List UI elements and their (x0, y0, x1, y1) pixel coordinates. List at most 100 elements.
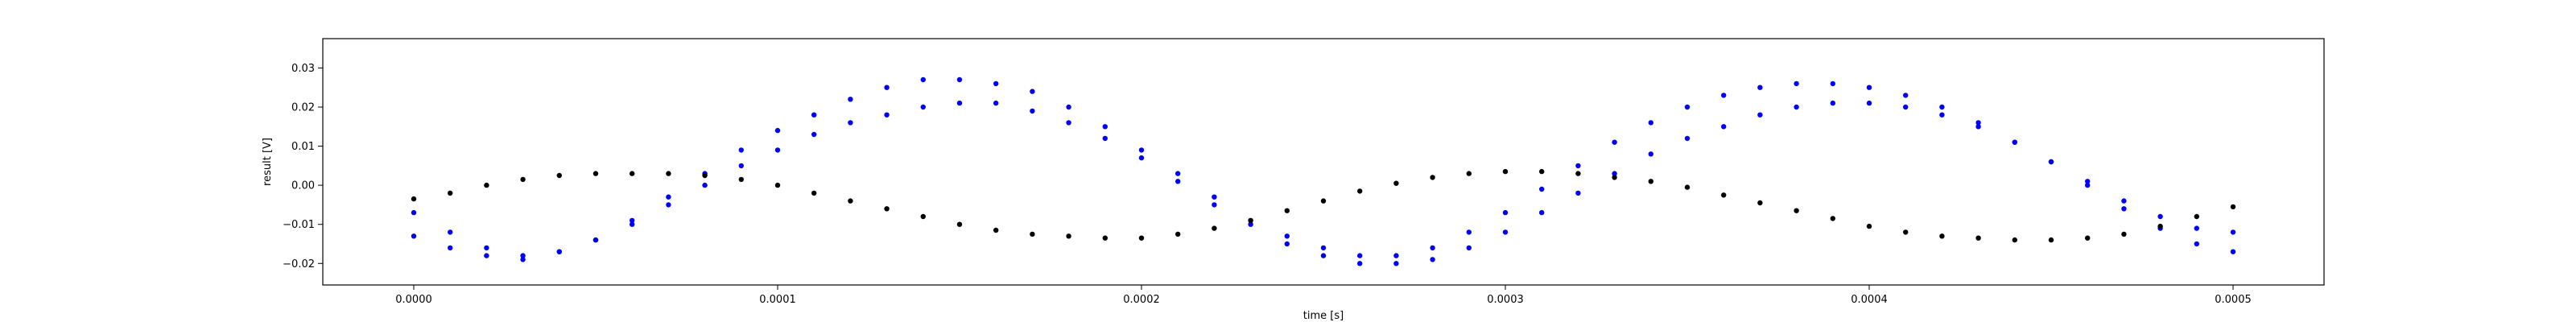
data-point-series-1 (2085, 179, 2091, 184)
data-point-series-1 (848, 97, 853, 102)
data-point-series-3 (774, 182, 781, 188)
data-point-series-2 (520, 257, 526, 262)
data-point-series-1 (1320, 245, 1327, 251)
data-point-series-1 (811, 112, 817, 118)
y-axis-label: result [V] (262, 138, 274, 186)
data-point-series-3 (1975, 235, 1981, 241)
data-point-series-3 (2157, 223, 2163, 229)
data-point-series-1 (1138, 147, 1145, 153)
data-point-series-2 (1903, 104, 1909, 110)
data-point-series-3 (1357, 188, 1363, 194)
data-point-series-3 (1393, 180, 1399, 186)
data-point-series-2 (1648, 151, 1653, 157)
data-point-series-3 (738, 176, 744, 183)
data-point-series-3 (1939, 233, 1945, 239)
data-point-series-2 (1393, 261, 1399, 266)
data-point-series-3 (1066, 233, 1071, 239)
data-point-series-2 (920, 104, 927, 110)
data-point-series-3 (448, 190, 453, 196)
data-point-series-1 (884, 85, 890, 90)
data-point-series-1 (2230, 229, 2236, 235)
data-point-series-2 (1102, 135, 1108, 142)
x-tick-label: 0.0003 (1487, 294, 1524, 306)
data-point-series-3 (666, 171, 671, 176)
data-point-series-2 (2085, 182, 2091, 188)
data-point-series-1 (1430, 245, 1435, 251)
data-point-series-3 (2085, 235, 2091, 241)
data-point-series-2 (702, 182, 708, 188)
data-point-series-1 (774, 127, 781, 134)
data-point-series-2 (1830, 100, 1835, 106)
data-point-series-2 (1721, 124, 1727, 130)
data-point-series-1 (2157, 213, 2163, 220)
data-point-series-2 (2048, 159, 2054, 165)
data-point-series-2 (1212, 202, 1217, 208)
data-point-series-2 (811, 131, 817, 138)
data-point-series-2 (1757, 112, 1763, 118)
data-point-series-1 (1757, 85, 1763, 90)
data-point-series-1 (1066, 104, 1071, 110)
data-point-series-2 (1138, 155, 1145, 161)
data-point-series-1 (1648, 120, 1653, 126)
data-point-series-1 (1721, 93, 1727, 98)
data-point-series-2 (1575, 190, 1581, 196)
data-point-series-2 (2194, 241, 2199, 247)
data-point-series-3 (1648, 179, 1653, 184)
data-point-series-3 (2194, 213, 2199, 220)
data-point-series-2 (556, 249, 562, 254)
data-point-series-1 (666, 194, 671, 200)
data-point-series-3 (2121, 231, 2127, 237)
data-point-series-3 (1284, 208, 1290, 213)
data-points (411, 76, 2236, 266)
data-point-series-1 (1612, 139, 1617, 145)
data-point-series-1 (1575, 163, 1581, 169)
data-point-series-3 (1830, 216, 1835, 221)
data-point-series-2 (1030, 108, 1035, 114)
data-point-series-1 (1466, 229, 1472, 235)
data-point-series-3 (1903, 229, 1909, 235)
data-point-series-3 (1320, 198, 1327, 204)
data-point-series-2 (2121, 206, 2127, 212)
data-point-series-2 (1975, 124, 1981, 130)
data-point-series-2 (1175, 179, 1181, 184)
data-point-series-1 (630, 217, 635, 224)
data-point-series-2 (448, 245, 453, 251)
data-point-series-1 (520, 253, 526, 258)
data-point-series-3 (2012, 237, 2017, 243)
data-point-series-1 (1393, 253, 1399, 258)
data-point-series-3 (1757, 200, 1763, 206)
data-point-series-3 (1721, 192, 1727, 198)
data-point-series-3 (1212, 225, 1217, 231)
y-tick-label: 0.00 (291, 180, 315, 192)
data-point-series-3 (2230, 204, 2236, 210)
data-point-series-2 (1066, 120, 1071, 126)
data-point-series-3 (411, 196, 417, 202)
x-tick-label: 0.0005 (2215, 294, 2252, 306)
y-tick-label: 0.01 (291, 141, 315, 153)
x-tick-label: 0.0001 (759, 294, 796, 306)
data-point-series-2 (1248, 221, 1253, 227)
data-point-series-1 (1684, 104, 1690, 110)
data-point-series-1 (1357, 253, 1363, 258)
data-point-series-1 (1030, 89, 1035, 94)
data-point-series-2 (848, 120, 853, 126)
data-point-series-3 (1138, 235, 1145, 241)
data-point-series-1 (484, 245, 489, 251)
data-point-series-1 (1939, 104, 1945, 110)
data-point-series-3 (1794, 208, 1799, 213)
data-point-series-2 (993, 100, 999, 106)
data-point-series-3 (630, 171, 635, 176)
data-point-series-3 (1248, 217, 1253, 224)
data-point-series-3 (1575, 171, 1581, 176)
data-point-series-1 (956, 76, 963, 83)
data-point-series-2 (666, 202, 671, 208)
data-point-series-3 (1612, 175, 1617, 180)
data-point-series-2 (1430, 257, 1435, 262)
y-tick-label: −0.02 (283, 258, 315, 270)
data-point-series-3 (848, 198, 853, 204)
data-point-series-1 (2194, 225, 2199, 231)
data-point-series-2 (1357, 261, 1363, 266)
data-point-series-1 (448, 229, 453, 235)
